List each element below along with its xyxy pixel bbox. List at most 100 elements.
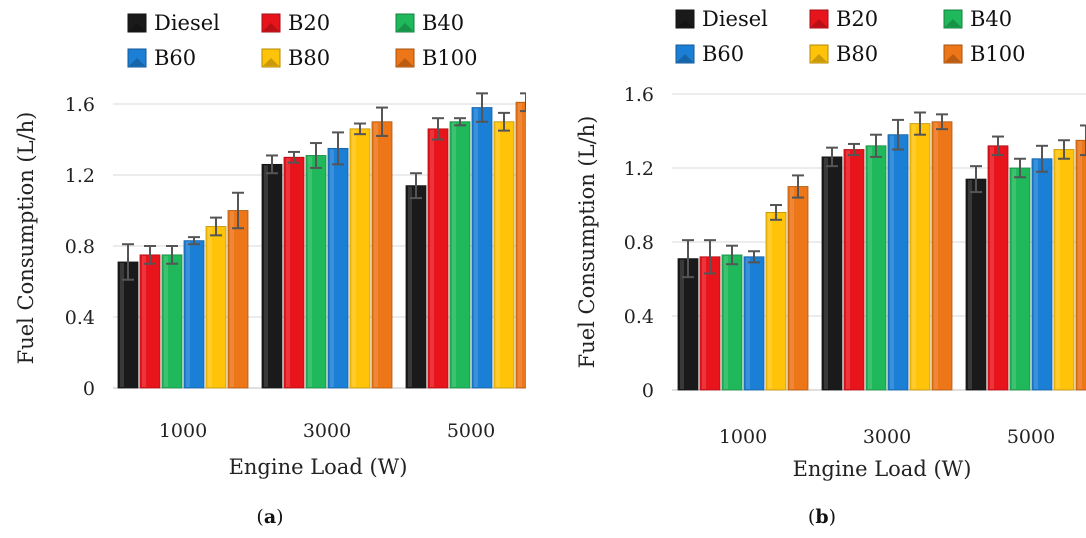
bar-highlight — [230, 211, 234, 387]
x-tick-label: 5000 — [447, 420, 495, 442]
y-tick-label: 0 — [83, 378, 95, 400]
bar-highlight — [374, 122, 378, 387]
legend-swatch-bevel — [677, 54, 693, 62]
y-tick-label: 1.2 — [65, 165, 95, 187]
legend: Diesel B20 B40 B60 B80 B100 — [127, 11, 478, 70]
legend-item-b100: B100 — [943, 42, 1026, 66]
bar-highlight — [746, 257, 750, 389]
y-axis-title: Fuel Consumption (L/h) — [575, 116, 599, 369]
y-tick-label: 0.4 — [624, 306, 654, 328]
legend-item-b20: B20 — [261, 11, 330, 35]
legend-label: B40 — [422, 11, 464, 35]
bar-highlight — [768, 213, 772, 389]
legend-label: B20 — [836, 7, 878, 31]
bar-highlight — [1056, 150, 1060, 389]
legend-label: B80 — [836, 42, 878, 66]
bars — [117, 92, 526, 389]
caption-paren-open: ( — [256, 506, 263, 528]
bar-highlight — [968, 180, 972, 389]
legend-item-b100: B100 — [395, 46, 478, 70]
bar-highlight — [990, 146, 994, 389]
bar-highlight — [680, 259, 684, 389]
legend-label: B60 — [702, 42, 744, 66]
chart-panel-b: 0 0.4 0.8 1.2 1.6 1000 3000 5000 Engine Load (W)… — [575, 7, 1086, 528]
bar-highlight — [846, 150, 850, 389]
bar-highlight — [868, 146, 872, 389]
legend-label: B60 — [154, 46, 196, 70]
legend-item-b40: B40 — [395, 11, 464, 35]
legend-swatch-bevel — [397, 23, 413, 31]
legend-swatch-bevel — [263, 23, 279, 31]
legend-swatch-bevel — [129, 58, 145, 66]
panel-caption: (a) — [256, 506, 283, 528]
bar-highlight — [352, 129, 356, 387]
legend-item-b60: B60 — [127, 46, 196, 70]
bar-highlight — [308, 156, 312, 387]
legend-label: B100 — [422, 46, 478, 70]
legend-swatch-bevel — [397, 58, 413, 66]
legend-swatch-bevel — [945, 54, 961, 62]
bar-highlight — [286, 158, 290, 387]
bar-highlight — [452, 122, 456, 387]
legend-label: Diesel — [702, 7, 768, 31]
x-tick-label: 1000 — [159, 420, 207, 442]
caption-paren-close: ) — [829, 506, 836, 528]
bar-highlight — [1012, 169, 1016, 389]
bar-highlight — [186, 241, 190, 387]
bar-highlight — [724, 255, 728, 389]
bar-highlight — [1034, 159, 1038, 389]
legend-swatch-bevel — [263, 58, 279, 66]
panel-caption: (b) — [808, 506, 836, 528]
bar-highlight — [496, 122, 500, 387]
bar-highlight — [208, 227, 212, 387]
x-tick-label: 5000 — [1007, 426, 1055, 448]
legend-swatch-bevel — [129, 23, 145, 31]
legend-label: B40 — [970, 7, 1012, 31]
caption-paren-open: ( — [808, 506, 815, 528]
legend-label: Diesel — [154, 11, 220, 35]
bar-highlight — [790, 187, 794, 389]
bars — [677, 111, 1086, 391]
bar-highlight — [824, 157, 828, 389]
legend-swatch-bevel — [811, 19, 827, 27]
x-tick-label: 3000 — [303, 420, 351, 442]
bar-highlight — [330, 149, 334, 387]
y-tick-label: 1.6 — [65, 94, 95, 116]
caption-letter: a — [264, 506, 276, 528]
bar-highlight — [702, 257, 706, 389]
x-axis-title: Engine Load (W) — [229, 455, 408, 479]
bar-highlight — [408, 186, 412, 387]
legend-label: B80 — [288, 46, 330, 70]
bar-highlight — [120, 262, 124, 387]
legend-swatch-bevel — [811, 54, 827, 62]
legend-item-b80: B80 — [809, 42, 878, 66]
y-tick-label: 0 — [642, 380, 654, 402]
bar-highlight — [430, 129, 434, 387]
bar-highlight — [912, 124, 916, 389]
legend-swatch-bevel — [945, 19, 961, 27]
y-tick-label: 0.8 — [624, 232, 654, 254]
caption-letter: b — [815, 506, 828, 528]
y-axis-title: Fuel Consumption (L/h) — [14, 112, 38, 365]
bar-highlight — [934, 122, 938, 389]
x-tick-label: 3000 — [863, 426, 911, 448]
bar-highlight — [518, 103, 522, 387]
chart-panel-a: 0 0.4 0.8 1.2 1.6 1000 3000 5000 Engine Load (W)… — [14, 11, 526, 528]
legend-item-b20: B20 — [809, 7, 878, 31]
bar-highlight — [1078, 141, 1082, 389]
x-axis-title: Engine Load (W) — [793, 457, 972, 481]
legend-item-diesel: Diesel — [675, 7, 768, 31]
y-tick-label: 1.6 — [624, 84, 654, 106]
legend-item-diesel: Diesel — [127, 11, 220, 35]
y-tick-label: 0.4 — [65, 307, 95, 329]
bar-highlight — [474, 108, 478, 388]
legend: Diesel B20 B40 B60 B80 B100 — [675, 7, 1026, 66]
y-tick-label: 0.8 — [65, 236, 95, 258]
legend-label: B20 — [288, 11, 330, 35]
x-tick-label: 1000 — [719, 426, 767, 448]
bar-highlight — [890, 135, 894, 389]
bar-highlight — [142, 255, 146, 387]
bar-highlight — [164, 255, 168, 387]
legend-item-b40: B40 — [943, 7, 1012, 31]
legend-label: B100 — [970, 42, 1026, 66]
